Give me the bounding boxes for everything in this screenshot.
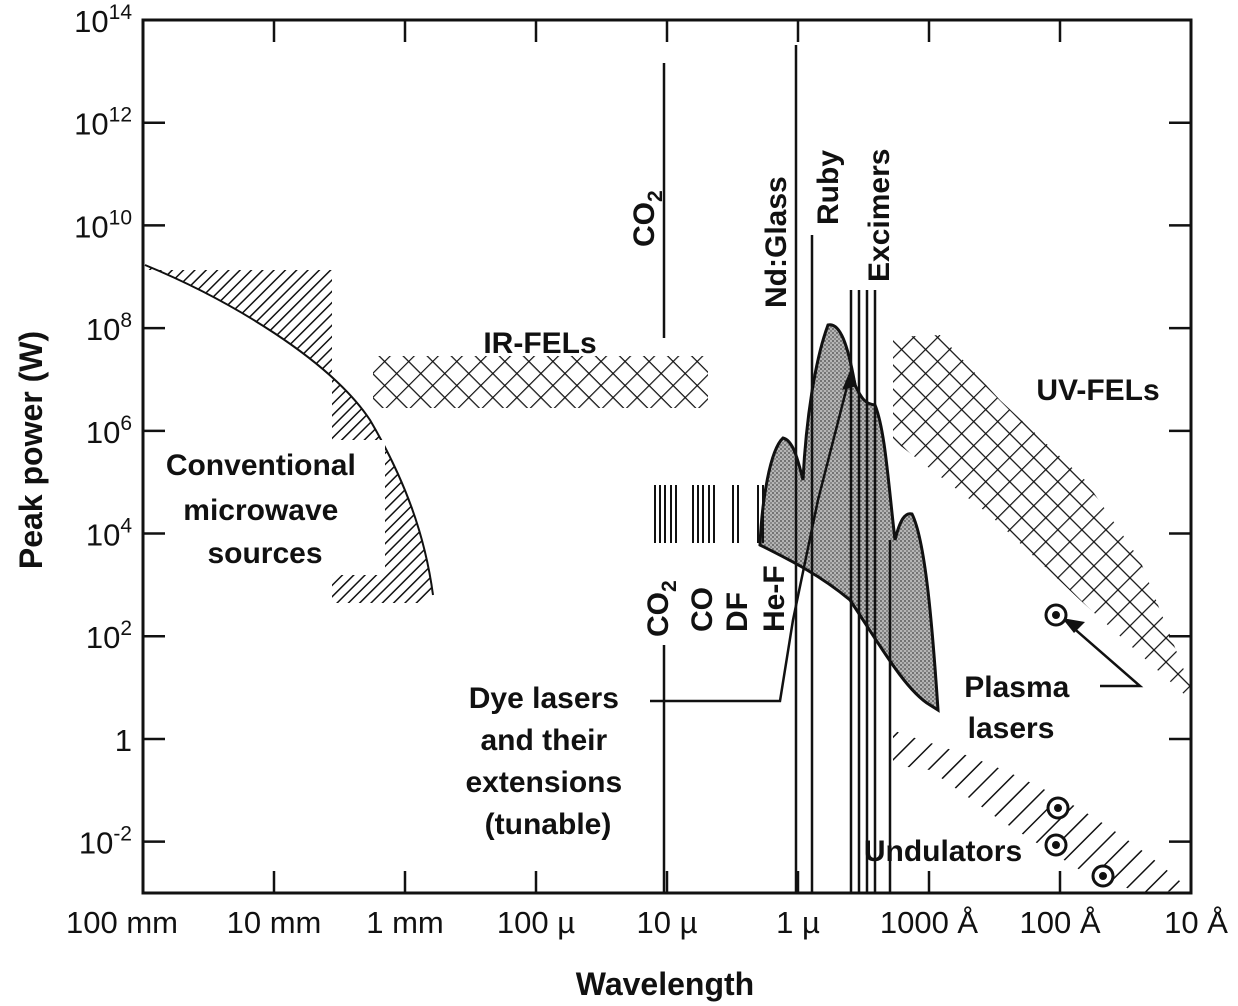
df-band-label: DF [721, 592, 754, 632]
y-tick-label: 1014 [74, 1, 132, 39]
y-tick-label: 108 [86, 309, 132, 347]
y-axis-ticks: 10-2 1 102 104 106 108 1010 1012 1014 [74, 1, 1191, 861]
plasma-laser-label: Plasma lasers [964, 671, 1077, 745]
y-tick-label: 1 [115, 723, 132, 758]
ir-fel-label: IR-FELs [483, 327, 596, 360]
x-tick-label: 10 µ [637, 905, 698, 940]
x-tick-label: 100 µ [497, 905, 575, 940]
he-f-band-label: He-F [758, 565, 791, 632]
x-tick-label: 1 mm [366, 905, 444, 940]
x-axis-ticks: 100 mm 10 mm 1 mm 100 µ 10 µ 1 µ 1000 Å 100 Å 10… [66, 20, 1228, 940]
line-laser-markers [662, 45, 892, 892]
dye-laser-label: Dye lasers and their extensions (tunable… [465, 682, 630, 841]
molecular-laser-lines [654, 485, 764, 543]
ir-fel-region [373, 356, 708, 408]
x-tick-label: 10 mm [227, 905, 322, 940]
x-tick-label: 1 µ [776, 905, 820, 940]
x-tick-label: 1000 Å [880, 905, 979, 940]
co-band-label: CO [686, 587, 719, 632]
uv-fel-region [893, 335, 1192, 695]
y-tick-label: 10-2 [79, 823, 132, 861]
ruby-label: Ruby [812, 150, 845, 225]
excimers-label: Excimers [863, 149, 896, 282]
microwave-label-mask [145, 440, 385, 575]
y-tick-label: 1012 [74, 104, 132, 142]
undulator-region [893, 730, 1190, 893]
uv-fel-label: UV-FELs [1036, 374, 1159, 407]
x-tick-label: 10 Å [1164, 905, 1228, 940]
co2-line-label: CO2 [628, 190, 667, 247]
x-tick-label: 100 Å [1019, 905, 1100, 940]
nd-glass-label: Nd:Glass [760, 176, 793, 308]
plasma-and-undulator-points [1044, 603, 1115, 888]
x-axis-title: Wavelength [576, 966, 754, 1002]
co2-band-label: CO2 [642, 580, 681, 637]
undulator-label: Undulators [864, 835, 1022, 868]
dye-laser-region [758, 323, 940, 713]
y-tick-label: 102 [86, 617, 132, 655]
y-tick-label: 104 [86, 515, 132, 553]
microwave-label: Conventional microwave sources [166, 449, 364, 570]
y-tick-label: 1010 [74, 206, 132, 244]
y-tick-label: 106 [86, 412, 132, 450]
y-axis-title: Peak power (W) [13, 331, 49, 569]
dye-laser-leader [650, 366, 857, 703]
x-tick-label: 100 mm [66, 905, 178, 940]
microwave-region-outline [144, 264, 434, 596]
plasma-laser-leader [1062, 618, 1144, 688]
